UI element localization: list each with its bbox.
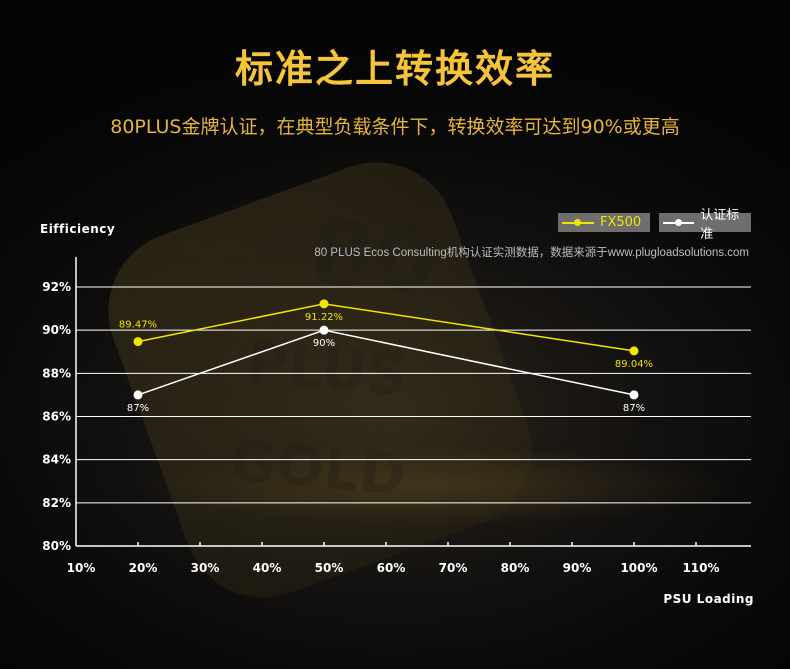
legend-item-fx500: FX500: [558, 213, 650, 232]
data-point-standard: [319, 325, 329, 335]
y-tick-label: 80%: [42, 539, 71, 553]
data-point-fx500: [629, 346, 639, 356]
x-axis-title: PSU Loading: [663, 592, 754, 606]
y-tick-label: 88%: [42, 366, 71, 380]
x-tick-label: 110%: [682, 561, 719, 575]
data-label-fx500: 91.22%: [305, 312, 343, 323]
page-title: 标准之上转换效率: [234, 47, 555, 91]
data-point-fx500: [319, 299, 329, 309]
x-tick-label: 50%: [315, 561, 344, 575]
page-subtitle: 80PLUS金牌认证，在典型负载条件下，转换效率可达到90%或更高: [110, 116, 680, 138]
legend-label-fx500: FX500: [600, 215, 642, 230]
legend-item-standard: 认证标准: [659, 208, 751, 242]
legend-line-standard: [663, 218, 695, 226]
y-tick-label: 92%: [42, 280, 71, 294]
x-tick-label: 60%: [377, 561, 406, 575]
data-label-fx500: 89.04%: [615, 359, 653, 370]
x-tick-label: 20%: [129, 561, 158, 575]
data-label-standard: 90%: [313, 338, 335, 349]
y-tick-label: 90%: [42, 323, 71, 337]
legend-label-standard: 认证标准: [700, 207, 740, 242]
source-note: 80 PLUS Ecos Consulting机构认证实测数据，数据来源于www…: [314, 245, 749, 259]
x-tick-label: 30%: [191, 561, 220, 575]
x-tick-label: 90%: [563, 561, 592, 575]
x-tick-label: 10%: [67, 561, 96, 575]
legend-dot-fx500: [574, 218, 581, 226]
data-point-standard: [629, 390, 639, 400]
x-tick-label: 40%: [253, 561, 282, 575]
data-label-fx500: 89.47%: [119, 320, 157, 331]
legend-dot-standard: [675, 218, 682, 226]
data-label-standard: 87%: [623, 403, 645, 414]
data-point-standard: [133, 390, 143, 400]
y-tick-label: 82%: [42, 496, 71, 510]
x-tick-label: 80%: [501, 561, 530, 575]
x-tick-label: 100%: [620, 561, 657, 575]
data-point-fx500: [133, 337, 143, 347]
legend-line-fx500: [562, 218, 594, 226]
y-tick-label: 84%: [42, 453, 71, 467]
y-axis-title: Eifficiency: [40, 222, 115, 236]
y-tick-label: 86%: [42, 410, 71, 424]
x-tick-label: 70%: [439, 561, 468, 575]
data-label-standard: 87%: [127, 403, 149, 414]
